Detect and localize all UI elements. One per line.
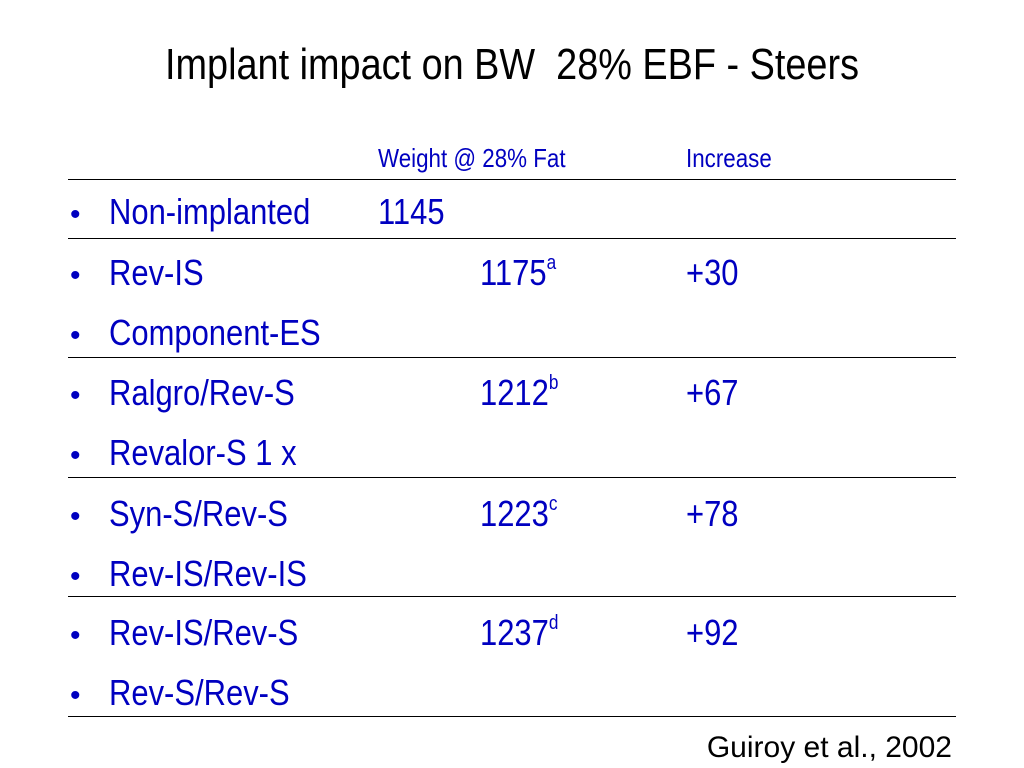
row-weight: 1145: [378, 191, 445, 232]
significance-letter: d: [548, 612, 559, 634]
significance-letter: c: [548, 493, 558, 515]
bullet-icon: •: [70, 198, 81, 231]
citation: Guiroy et al., 2002: [706, 731, 952, 764]
weight-value: 1223: [480, 493, 549, 534]
row-group-divider: [68, 477, 956, 478]
bullet-icon: •: [70, 679, 81, 712]
row-group-divider: [68, 357, 956, 358]
row-label: Component-ES: [109, 312, 321, 353]
significance-letter: a: [546, 252, 557, 274]
row-label: Rev-IS: [109, 252, 204, 293]
row-label: Ralgro/Rev-S: [109, 372, 295, 413]
row-label: Rev-IS/Rev-S: [109, 612, 299, 653]
row-group-divider: [68, 596, 956, 597]
bullet-icon: •: [70, 560, 81, 593]
column-header-increase: Increase: [686, 143, 772, 173]
row-label: Revalor-S 1 x: [109, 432, 297, 473]
bullet-icon: •: [70, 319, 81, 352]
row-weight: 1212b: [480, 372, 559, 413]
slide-title: Implant impact on BW 28% EBF - Steers: [165, 40, 859, 89]
row-weight: 1223c: [480, 493, 558, 534]
weight-value: 1175: [480, 252, 547, 293]
table-header-rule: [68, 179, 956, 180]
table-bottom-rule: [68, 716, 956, 717]
row-increase: +92: [686, 612, 739, 653]
weight-value: 1237: [480, 612, 549, 653]
bullet-icon: •: [70, 259, 81, 292]
row-weight: 1175a: [480, 252, 557, 293]
row-label: Rev-S/Rev-S: [109, 672, 290, 713]
row-weight: 1237d: [480, 612, 559, 653]
row-group-divider: [68, 238, 956, 239]
bullet-icon: •: [70, 439, 81, 472]
row-increase: +30: [686, 252, 739, 293]
weight-value: 1212: [480, 372, 549, 413]
row-increase: +67: [686, 372, 739, 413]
row-label: Non-implanted: [109, 191, 311, 232]
bullet-icon: •: [70, 379, 81, 412]
column-header-weight: Weight @ 28% Fat: [378, 143, 566, 173]
row-label: Syn-S/Rev-S: [109, 493, 288, 534]
bullet-icon: •: [70, 500, 81, 533]
significance-letter: b: [548, 372, 559, 394]
row-increase: +78: [686, 493, 739, 534]
bullet-icon: •: [70, 619, 81, 652]
row-label: Rev-IS/Rev-IS: [109, 553, 307, 594]
